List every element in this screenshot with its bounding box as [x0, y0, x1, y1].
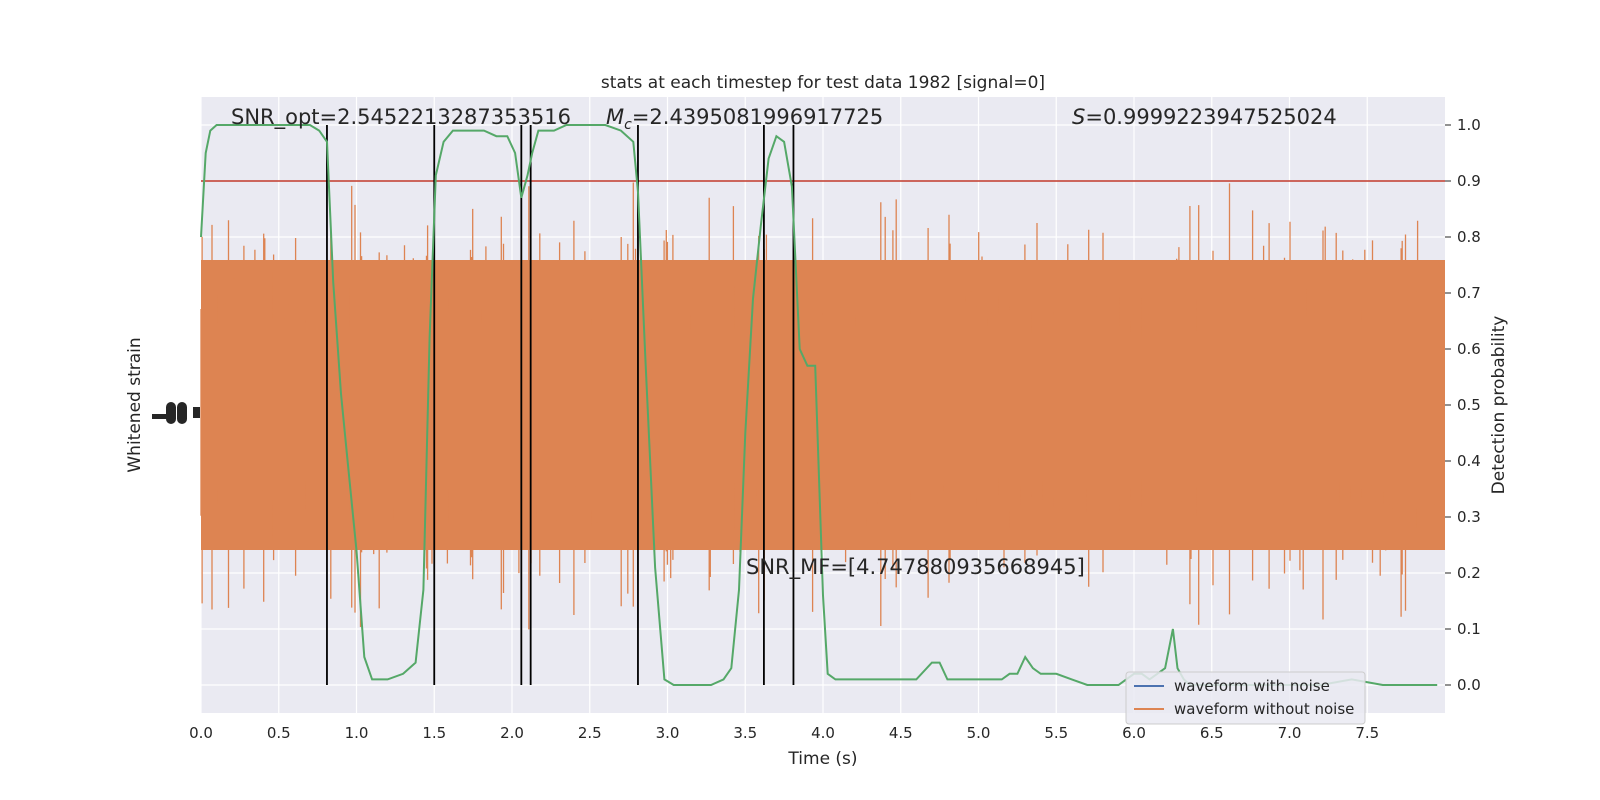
s-annotation: S=0.9999223947525024	[1072, 105, 1337, 129]
chirp-mass-symbol: M	[606, 105, 624, 129]
waveform-without-noise-line	[200, 182, 1445, 630]
x-tick-label: 0.5	[267, 724, 291, 742]
left-axis-tick-cluster	[152, 402, 200, 424]
x-tick-label: 1.0	[345, 724, 369, 742]
event-markers	[326, 125, 795, 685]
x-tick-label: 6.5	[1200, 724, 1224, 742]
y-tick-label: 0.9	[1457, 172, 1481, 190]
chirp-mass-annotation: Mc=2.4395081996917725	[606, 105, 883, 133]
detection-probability-line	[200, 124, 1438, 686]
y-tick-label: 0.0	[1457, 676, 1481, 694]
s-value: =0.9999223947525024	[1085, 105, 1336, 129]
x-tick-label: 3.5	[733, 724, 757, 742]
x-tick-label: 4.0	[811, 724, 835, 742]
snr-opt-annotation: SNR_opt=2.5452213287353516	[231, 105, 571, 130]
y-axis-left-label: Whitened strain	[125, 337, 145, 472]
chart-title: stats at each timestep for test data 198…	[601, 73, 1045, 93]
y-tick-label: 0.1	[1457, 620, 1481, 638]
x-tick-label: 5.5	[1044, 724, 1068, 742]
x-tick-label: 5.0	[967, 724, 991, 742]
x-tick-label: 0.0	[189, 724, 213, 742]
x-tick-label: 6.0	[1122, 724, 1146, 742]
legend-label-waveform-with-noise: waveform with noise	[1174, 677, 1330, 695]
x-tick-label: 4.5	[889, 724, 913, 742]
legend-frame	[1125, 671, 1366, 725]
y-tick-label: 0.7	[1457, 284, 1481, 302]
chirp-mass-subscript: c	[624, 117, 632, 133]
x-tick-label: 7.5	[1355, 724, 1379, 742]
y-tick-label: 0.5	[1457, 396, 1481, 414]
y-tick-label: 0.6	[1457, 340, 1481, 358]
x-axis-label: Time (s)	[787, 749, 857, 769]
x-tick-label: 7.0	[1278, 724, 1302, 742]
x-tick-label: 1.5	[422, 724, 446, 742]
legend: waveform with noise waveform without noi…	[1125, 671, 1366, 725]
snr-mf-annotation: SNR_MF=[4.747880935668945]	[746, 555, 1085, 580]
y-axis-right-label: Detection probability	[1489, 316, 1509, 495]
y-tick-label: 0.3	[1457, 508, 1481, 526]
y-axis-right-ticks: 0.0 0.1 0.2 0.3 0.4 0.5 0.6 0.7 0.8 0.9 1.0	[1445, 116, 1481, 694]
waveform-spikes	[200, 182, 1445, 630]
x-tick-label: 2.5	[578, 724, 602, 742]
s-symbol: S	[1072, 105, 1085, 129]
chirp-mass-value: =2.4395081996917725	[632, 105, 883, 129]
y-tick-label: 0.8	[1457, 228, 1481, 246]
y-tick-label: 1.0	[1457, 116, 1481, 134]
legend-label-waveform-without-noise: waveform without noise	[1174, 700, 1354, 718]
x-axis-ticks: 0.0 0.5 1.0 1.5 2.0 2.5 3.0 3.5 4.0 4.5 5.0 5.5 6.0 6…	[189, 724, 1379, 742]
x-tick-label: 3.0	[656, 724, 680, 742]
y-tick-label: 0.2	[1457, 564, 1481, 582]
y-tick-label: 0.4	[1457, 452, 1481, 470]
x-tick-label: 2.0	[500, 724, 524, 742]
